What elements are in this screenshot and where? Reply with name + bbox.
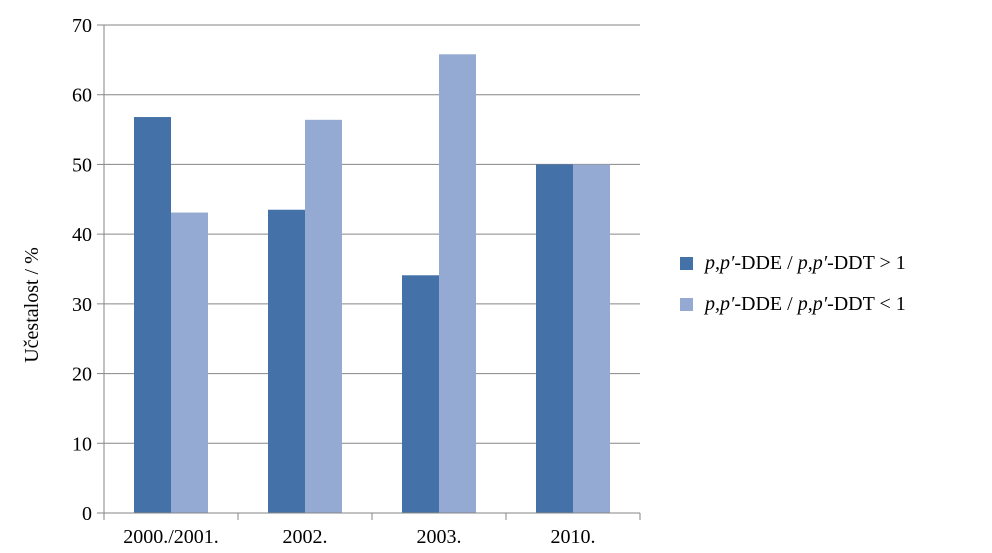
bar [402, 275, 439, 513]
legend-swatch-ratio-lt-1 [680, 297, 693, 311]
x-tick-label: 2003. [417, 526, 462, 548]
bar [134, 117, 171, 513]
y-tick-label: 60 [72, 85, 92, 107]
legend-label-ratio-lt-1: p,p′-DDE / p,p′-DDT < 1 [705, 292, 906, 315]
legend-item-ratio-gt-1: p,p′-DDE / p,p′-DDT > 1 [680, 248, 906, 278]
y-tick-label: 70 [72, 15, 92, 37]
bar [573, 164, 610, 513]
bar [536, 164, 573, 513]
bar [268, 209, 305, 513]
bars [134, 54, 610, 513]
x-tick-label: 2000./2001. [123, 526, 219, 548]
y-tick-label: 50 [72, 154, 92, 176]
axes [97, 24, 641, 520]
bar [439, 54, 476, 513]
x-tick-label: 2002. [283, 526, 328, 548]
y-tick-label: 10 [72, 433, 92, 455]
y-tick-label: 0 [82, 503, 92, 525]
y-tick-label: 20 [72, 364, 92, 386]
y-axis-title: Učestalost / % [21, 247, 43, 363]
y-tick-label: 30 [72, 294, 92, 316]
legend-label-ratio-gt-1: p,p′-DDE / p,p′-DDT > 1 [705, 251, 906, 274]
x-tick-label: 2010. [551, 526, 596, 548]
legend-item-ratio-lt-1: p,p′-DDE / p,p′-DDT < 1 [680, 289, 906, 319]
bar [305, 119, 342, 513]
legend: p,p′-DDE / p,p′-DDT > 1 p,p′-DDE / p,p′-… [680, 248, 906, 330]
y-tick-label: 40 [72, 224, 92, 246]
legend-swatch-ratio-gt-1 [680, 256, 693, 270]
bar [171, 212, 208, 513]
tick-labels: 0 10 20 30 40 50 60 70 2000./2001. 2002. 2003. 2010… [72, 15, 596, 548]
